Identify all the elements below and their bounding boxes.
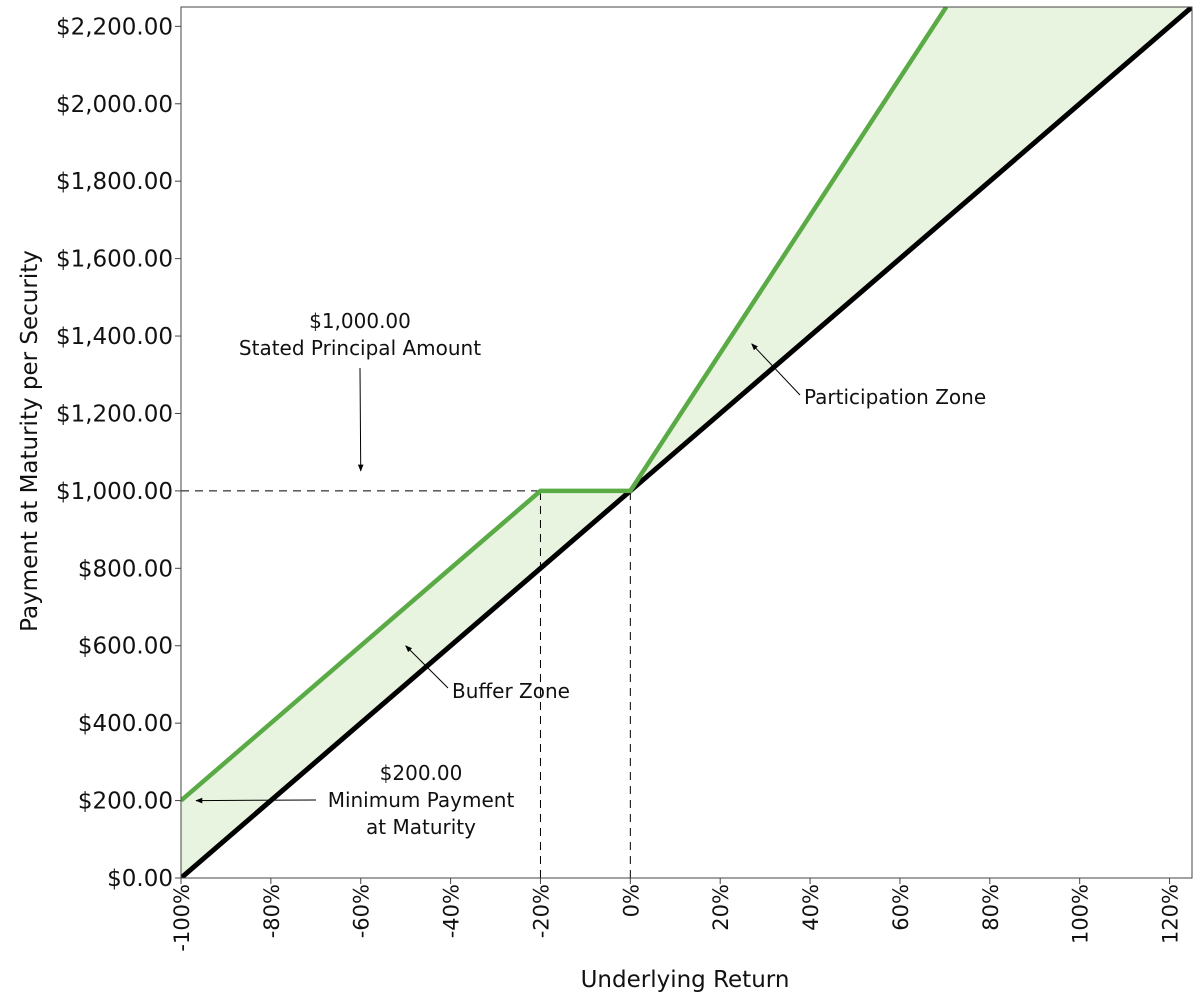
- y-tick-label: $200.00: [78, 789, 173, 815]
- annotation-arrow: [405, 645, 449, 689]
- annotation-arrow: [751, 343, 801, 396]
- annotation-text: Stated Principal Amount: [239, 336, 481, 360]
- x-tick-label: -40%: [440, 884, 464, 938]
- y-tick-label: $1,800.00: [56, 169, 173, 195]
- y-tick-label: $1,000.00: [56, 479, 173, 505]
- annotation-text: Participation Zone: [804, 385, 986, 409]
- plot-frame: [180, 6, 1193, 879]
- annotation-principal: $1,000.00 Stated Principal Amount: [239, 309, 481, 472]
- x-tick-label: 20%: [709, 884, 733, 931]
- y-tick-label: $1,400.00: [56, 324, 173, 350]
- x-tick-label: -100%: [170, 884, 194, 952]
- x-tick-label: -20%: [529, 884, 553, 938]
- annotation-text: at Maturity: [366, 815, 476, 839]
- x-tick-label: 120%: [1159, 884, 1183, 944]
- annotation-text: Buffer Zone: [452, 679, 570, 703]
- x-tick-label: 0%: [619, 884, 643, 917]
- y-tick-label: $600.00: [78, 634, 173, 660]
- annotation-arrow: [195, 797, 317, 804]
- series-lines: [181, 7, 1192, 878]
- y-tick-label: $2,200.00: [56, 14, 173, 40]
- x-axis-ticks: -100% -80% -60% -40% -20% 0% 20% 40% 60% 80% 100% 1…: [170, 878, 1183, 952]
- annotation-text: Minimum Payment: [328, 788, 515, 812]
- payment-at-maturity-line: [181, 7, 949, 803]
- annotation-text: $1,000.00: [309, 309, 411, 333]
- annotation-participation: Participation Zone: [751, 343, 986, 409]
- x-tick-label: 80%: [979, 884, 1003, 931]
- x-tick-label: 60%: [889, 884, 913, 931]
- y-tick-label: $1,600.00: [56, 247, 173, 273]
- x-tick-label: -60%: [350, 884, 374, 938]
- x-tick-label: 100%: [1069, 884, 1093, 944]
- annotation-text: $200.00: [380, 761, 463, 785]
- y-axis-ticks: $0.00 $200.00 $400.00 $600.00 $800.00 $1,000.…: [56, 14, 181, 892]
- x-tick-label: -80%: [260, 884, 284, 938]
- underlying-return-line: [181, 7, 1192, 878]
- annotations: $1,000.00 Stated Principal Amount Particip…: [195, 309, 986, 839]
- y-axis-title: Payment at Maturity per Security: [17, 250, 43, 632]
- y-tick-label: $800.00: [78, 556, 173, 582]
- y-tick-label: $400.00: [78, 711, 173, 737]
- y-tick-label: $2,000.00: [56, 92, 173, 118]
- y-tick-label: $1,200.00: [56, 401, 173, 427]
- x-axis-title: Underlying Return: [581, 967, 790, 993]
- annotation-arrow: [357, 367, 364, 472]
- annotation-buffer: Buffer Zone: [405, 645, 570, 703]
- y-tick-label: $0.00: [107, 866, 173, 892]
- reference-lines: [181, 490, 631, 878]
- x-tick-label: 40%: [799, 884, 823, 931]
- annotation-minimum: $200.00 Minimum Payment at Maturity: [195, 761, 515, 839]
